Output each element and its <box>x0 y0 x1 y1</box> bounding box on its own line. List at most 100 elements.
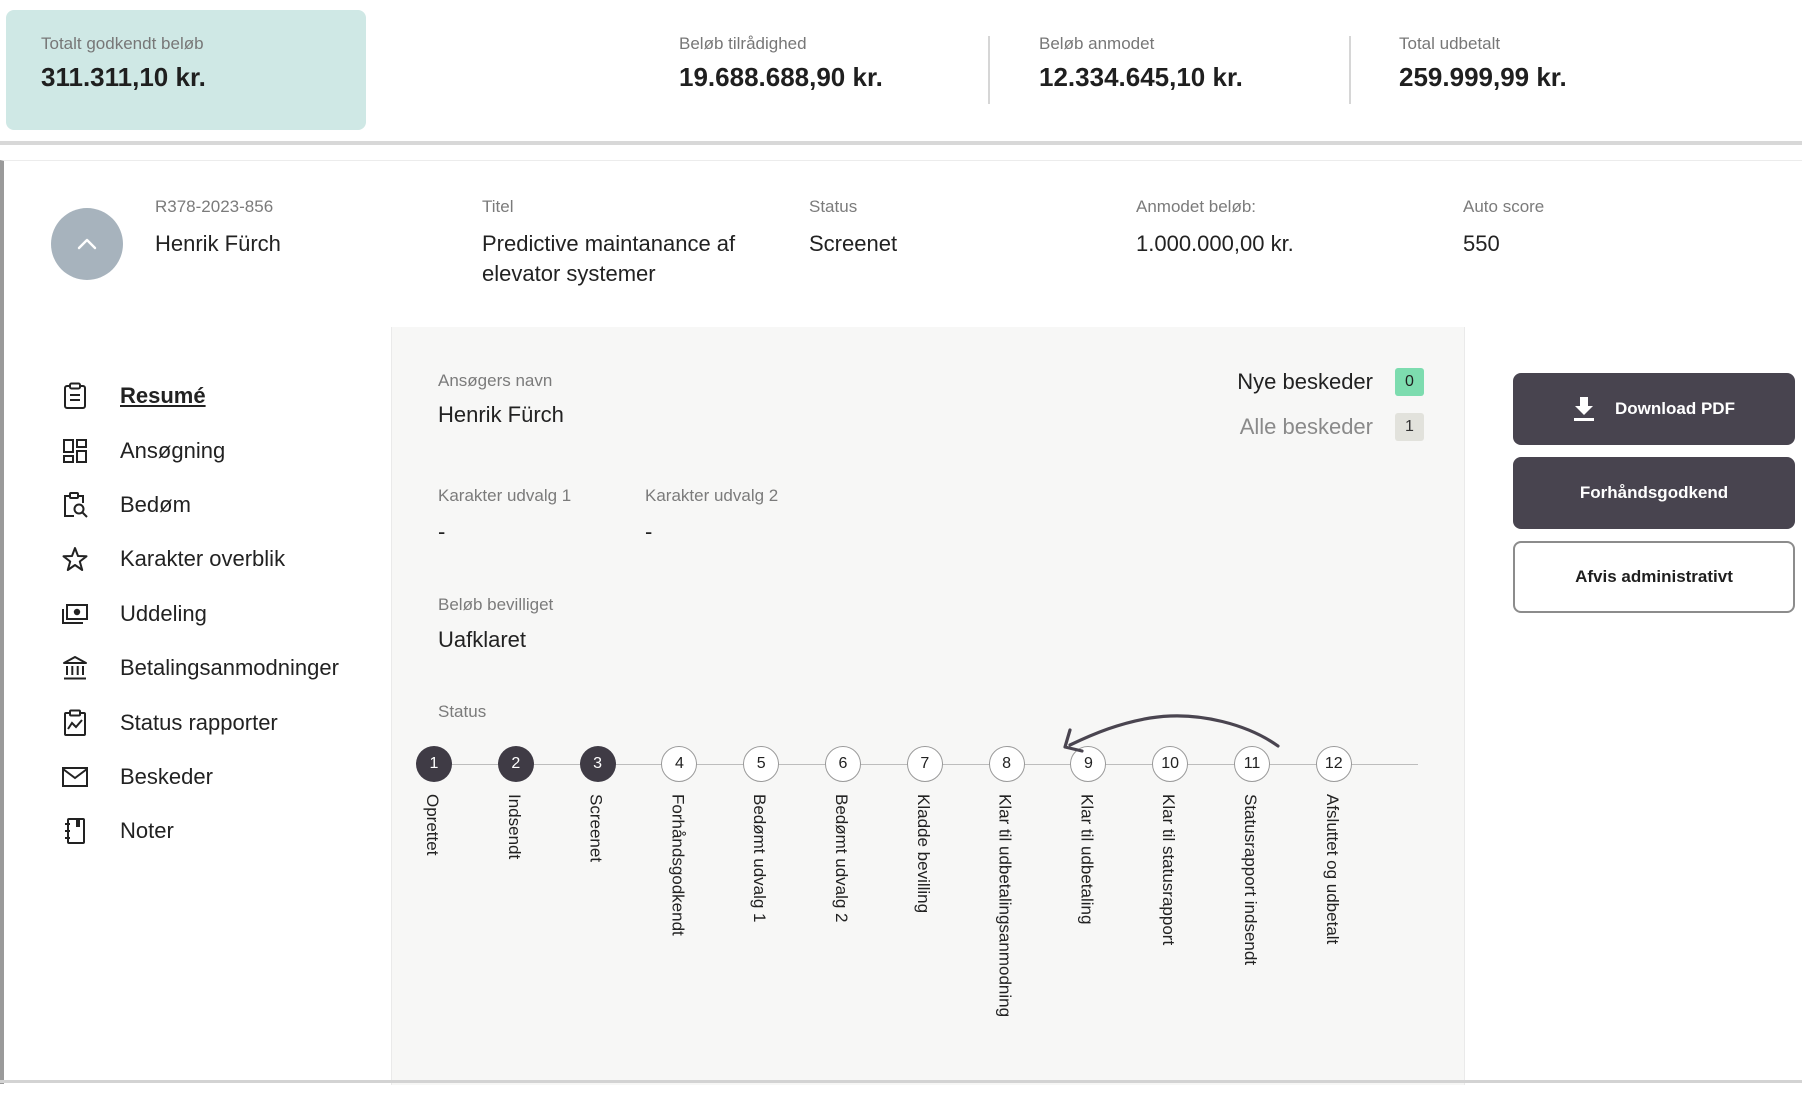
status-step-label: Klar til statusrapport <box>1159 794 1179 946</box>
all-messages-label: Alle beskeder <box>1239 414 1373 439</box>
new-messages-link[interactable]: Nye beskeder 0 <box>1237 368 1424 396</box>
case-status-value: Screenet <box>809 231 898 256</box>
status-step-number[interactable]: 7 <box>906 746 943 782</box>
download-pdf-button[interactable]: Download PDF <box>1513 373 1795 445</box>
notebook-icon <box>60 816 90 846</box>
case-title-line1: Predictive maintanance af <box>482 231 736 256</box>
bank-icon <box>60 653 90 683</box>
granted-amount-value: Uafklaret <box>438 627 527 652</box>
status-stepper: 1 Oprettet 2 Indsendt 3 Screenet 4 Forhåndsgodk… <box>416 746 1418 1046</box>
sidebar-item-betalingsanmodninger[interactable]: Betalingsanmodninger <box>60 641 380 695</box>
status-step-number[interactable]: 10 <box>1152 746 1189 782</box>
status-step: 9 Klar til udbetaling <box>1070 746 1107 924</box>
case-id: R378-2023-856 <box>155 197 274 216</box>
status-step-number[interactable]: 3 <box>579 746 616 782</box>
case-status-column: Status Screenet <box>809 197 897 259</box>
case-score-label: Auto score <box>1463 197 1545 216</box>
action-buttons: Download PDF Forhåndsgodkend Afvis admin… <box>1513 373 1795 625</box>
applicant-name-value: Henrik Fürch <box>438 402 564 427</box>
status-step-number[interactable]: 5 <box>743 746 780 782</box>
status-step-label: Bedømt udvalg 2 <box>832 794 851 923</box>
summary-divider <box>1349 36 1351 104</box>
case-amount-column: Anmodet beløb: 1.000.000,00 kr. <box>1136 197 1294 259</box>
status-step: 3 Screenet <box>579 746 616 862</box>
case-applicant-name: Henrik Fürch <box>155 231 281 256</box>
applicant-name-label: Ansøgers navn <box>438 371 553 390</box>
all-messages-link[interactable]: Alle beskeder 1 <box>1240 413 1424 441</box>
status-step-label: Afsluttet og udbetalt <box>1322 794 1342 945</box>
status-step-number[interactable]: 2 <box>497 746 534 782</box>
status-step-number[interactable]: 1 <box>416 746 452 782</box>
status-step-label: Kladde bevilling <box>913 794 933 914</box>
status-step: 7 Kladde bevilling <box>906 746 943 913</box>
preapprove-button[interactable]: Forhåndsgodkend <box>1513 457 1795 529</box>
status-step-label: Oprettet <box>423 794 442 856</box>
summary-available-label: Beløb tilrådighed <box>679 34 807 53</box>
status-step-label: Klar til udbetaling <box>1077 794 1097 925</box>
sidebar-item-status-rapporter[interactable]: Status rapporter <box>60 695 380 749</box>
summary-paid-value: 259.999,99 kr. <box>1399 62 1567 92</box>
summary-shadow <box>0 141 1802 145</box>
status-step: 8 Klar til udbetalingsanmodning <box>988 746 1025 1017</box>
clipboard-search-icon <box>60 490 90 520</box>
sidebar-item-noter[interactable]: Noter <box>60 804 380 858</box>
download-pdf-label: Download PDF <box>1615 399 1735 418</box>
case-score-value: 550 <box>1463 231 1500 256</box>
case-title-label: Titel <box>482 197 514 216</box>
preapprove-label: Forhåndsgodkend <box>1579 483 1729 502</box>
status-step-label: Klar til udbetalingsanmodning <box>995 794 1015 1018</box>
status-step: 4 Forhåndsgodkendt <box>661 746 698 936</box>
grade2-label: Karakter udvalg 2 <box>645 486 779 505</box>
status-step: 1 Oprettet <box>416 746 452 855</box>
collapse-button[interactable] <box>51 208 123 280</box>
summary-available-card: Beløb tilrådighed 19.688.688,90 kr. <box>644 10 918 130</box>
sidebar-item-resume[interactable]: Resumé <box>60 369 380 423</box>
summary-paid-card: Total udbetalt 259.999,99 kr. <box>1364 10 1602 130</box>
sidebar-item-bedom[interactable]: Bedøm <box>60 478 380 532</box>
grade1-label: Karakter udvalg 1 <box>438 486 572 505</box>
case-status-label: Status <box>809 197 858 216</box>
status-step-label: Indsendt <box>504 794 524 860</box>
status-step: 11 Statusrapport indsendt <box>1234 746 1270 965</box>
sidebar-item-label: Status rapporter <box>120 709 278 735</box>
summary-divider <box>988 36 990 104</box>
sidebar-item-ansogning[interactable]: Ansøgning <box>60 423 380 477</box>
status-step: 2 Indsendt <box>497 746 534 859</box>
case-title-column: Titel Predictive maintanance af elevator… <box>482 197 735 289</box>
summary-available-value: 19.688.688,90 kr. <box>679 62 883 92</box>
status-step-number[interactable]: 11 <box>1234 746 1270 782</box>
grade2-value: - <box>645 519 653 544</box>
status-step-label: Statusrapport indsendt <box>1241 794 1260 966</box>
new-messages-badge: 0 <box>1395 368 1424 396</box>
summary-content: Ansøgers navn Henrik Fürch Karakter udva… <box>391 327 1465 1085</box>
new-messages-label: Nye beskeder <box>1237 369 1373 394</box>
case-score-column: Auto score 550 <box>1463 197 1544 259</box>
status-step-number[interactable]: 9 <box>1070 746 1107 782</box>
summary-requested-value: 12.334.645,10 kr. <box>1039 62 1243 92</box>
sidebar-item-uddeling[interactable]: Uddeling <box>60 587 380 641</box>
summary-approved-card: Totalt godkendt beløb 311.311,10 kr. <box>6 10 366 130</box>
summary-paid-label: Total udbetalt <box>1399 34 1501 53</box>
sidebar-item-beskeder[interactable]: Beskeder <box>60 750 380 804</box>
case-title-line2: elevator systemer <box>482 261 656 286</box>
chevron-up-icon <box>77 238 97 250</box>
all-messages-badge: 1 <box>1395 413 1424 441</box>
reject-label: Afvis administrativt <box>1575 567 1733 586</box>
status-section-label: Status <box>438 702 487 721</box>
status-step-number[interactable]: 6 <box>825 746 861 782</box>
sidebar-item-label: Karakter overblik <box>120 546 286 572</box>
granted-amount-label: Beløb bevilliget <box>438 595 554 614</box>
case-amount-label: Anmodet beløb: <box>1136 197 1257 216</box>
status-step-number[interactable]: 12 <box>1315 746 1352 782</box>
summary-approved-label: Totalt godkendt beløb <box>41 34 204 53</box>
reject-administratively-button[interactable]: Afvis administrativt <box>1513 541 1795 613</box>
sidebar-nav: Resumé Ansøgning Bedøm Karakter overblik… <box>60 369 380 859</box>
back-arrow-icon <box>1063 714 1280 753</box>
download-icon <box>1573 396 1595 422</box>
status-step-number[interactable]: 4 <box>661 746 698 782</box>
chart-clipboard-icon <box>60 708 90 738</box>
case-amount-value: 1.000.000,00 kr. <box>1136 231 1294 256</box>
status-step-number[interactable]: 8 <box>988 746 1025 782</box>
clipboard-icon <box>60 381 90 411</box>
sidebar-item-karakter-overblik[interactable]: Karakter overblik <box>60 532 380 586</box>
